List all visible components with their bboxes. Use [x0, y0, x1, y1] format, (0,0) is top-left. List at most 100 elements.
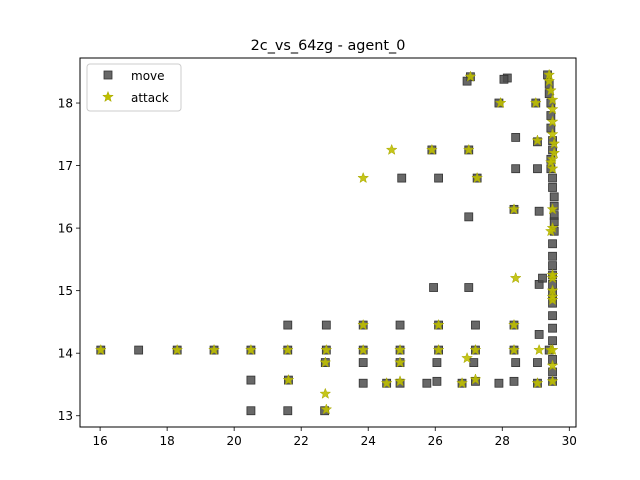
move-point — [283, 320, 293, 330]
move-point — [511, 133, 521, 142]
move-point — [358, 378, 368, 388]
attack-point — [508, 343, 520, 356]
move-point — [429, 283, 438, 292]
y-axis: 13 14 15 16 17 18 — [58, 97, 80, 423]
attack-point — [425, 143, 438, 155]
attack-point — [462, 143, 475, 155]
plot-area — [94, 68, 561, 416]
move-point — [422, 378, 432, 388]
x-tick-label: 26 — [428, 434, 443, 448]
x-tick-label: 18 — [159, 434, 174, 448]
attack-point — [432, 343, 445, 356]
attack-point — [394, 375, 406, 387]
attack-point — [508, 203, 520, 215]
move-point — [533, 164, 542, 174]
attack-point — [544, 84, 557, 96]
attack-point — [281, 343, 294, 356]
y-tick-label: 14 — [58, 347, 73, 361]
attack-point — [546, 162, 559, 174]
move-point — [548, 239, 557, 249]
attack-point — [469, 343, 482, 356]
attack-point — [245, 343, 257, 356]
move-point — [432, 358, 442, 367]
attack-point — [546, 290, 559, 302]
attack-point — [320, 403, 333, 415]
attack-point — [544, 225, 557, 237]
attack-point — [394, 356, 406, 368]
move-point — [499, 74, 509, 84]
attack-point — [320, 343, 333, 356]
legend-attack-marker — [102, 90, 114, 103]
attack-point — [494, 96, 507, 109]
move-point — [548, 336, 557, 346]
attack-point — [546, 268, 559, 281]
attack-point — [456, 377, 468, 389]
attack-point — [380, 377, 393, 389]
move-point — [358, 358, 368, 367]
legend-move-marker — [103, 70, 113, 80]
attack-point — [208, 343, 220, 356]
move-point — [464, 283, 474, 292]
attack-point — [543, 74, 556, 87]
attack-point — [432, 318, 445, 331]
y-tick-label: 16 — [58, 222, 73, 236]
attack-point — [282, 373, 295, 386]
series-attack — [94, 68, 561, 415]
attack-point — [546, 128, 559, 140]
attack-point — [509, 271, 522, 284]
move-point — [397, 173, 407, 183]
attack-point — [464, 70, 477, 82]
attack-point — [546, 115, 559, 127]
attack-point — [385, 143, 398, 155]
attack-point — [529, 96, 542, 109]
attack-point — [461, 351, 473, 364]
move-point — [548, 323, 557, 333]
attack-point — [171, 343, 184, 356]
y-tick-label: 13 — [58, 409, 73, 423]
move-point — [469, 358, 479, 367]
move-point — [533, 358, 542, 367]
move-point — [511, 358, 521, 367]
chart-title: 2c_vs_64zg - agent_0 — [251, 38, 406, 54]
move-point — [534, 330, 544, 339]
move-point — [548, 251, 557, 261]
move-point — [246, 375, 256, 385]
y-tick-label: 15 — [58, 284, 73, 298]
attack-point — [471, 171, 484, 184]
attack-point — [469, 373, 482, 385]
move-point — [246, 406, 256, 416]
move-point — [509, 376, 519, 386]
move-point — [549, 192, 559, 202]
move-point — [494, 378, 504, 388]
attack-point — [319, 387, 332, 399]
legend: move attack — [86, 63, 182, 112]
move-point — [471, 320, 480, 330]
attack-point — [546, 203, 559, 215]
attack-point — [531, 377, 544, 389]
move-point — [534, 206, 544, 216]
move-point — [548, 183, 557, 192]
attack-point — [548, 137, 561, 149]
attack-point — [546, 103, 559, 115]
attack-point — [357, 343, 370, 356]
attack-point — [546, 293, 559, 306]
move-point — [464, 212, 474, 222]
attack-point — [546, 93, 559, 105]
attack-point — [531, 134, 544, 146]
move-point — [548, 261, 557, 271]
move-point — [549, 217, 559, 227]
move-point — [434, 173, 443, 183]
y-tick-label: 17 — [58, 159, 73, 173]
x-axis: 16 18 20 22 24 26 28 30 — [92, 427, 577, 448]
legend-attack-label: attack — [131, 91, 169, 105]
y-tick-label: 18 — [58, 97, 73, 111]
x-tick-label: 30 — [562, 434, 577, 448]
move-point — [321, 320, 331, 330]
x-tick-label: 28 — [495, 434, 510, 448]
legend-move-label: move — [131, 69, 165, 83]
move-point — [548, 311, 557, 321]
attack-point — [357, 318, 370, 331]
attack-point — [548, 146, 561, 159]
plot-frame — [79, 57, 577, 428]
